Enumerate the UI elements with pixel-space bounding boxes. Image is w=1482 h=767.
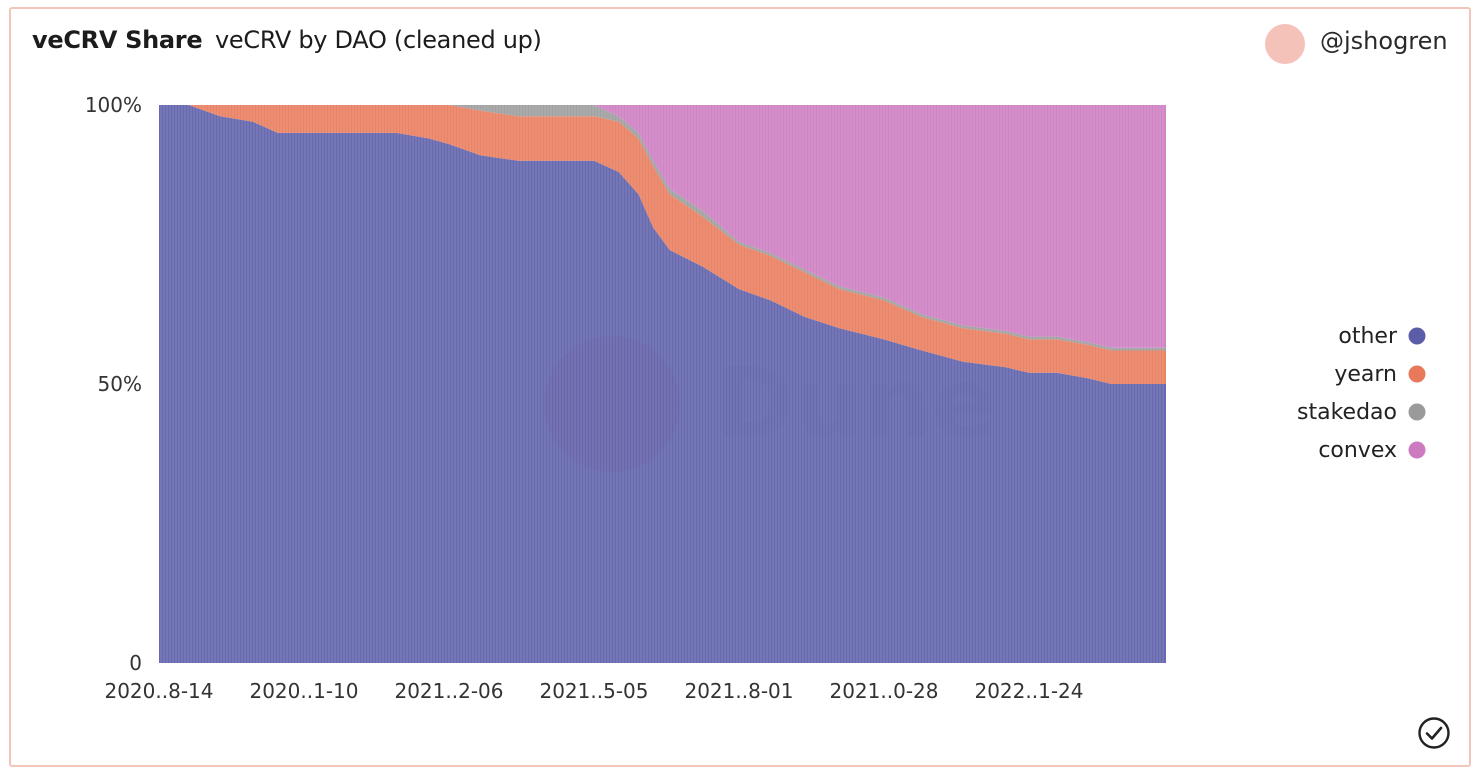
bar-separators: [160, 105, 1164, 663]
legend-swatch-stakedao[interactable]: [1408, 403, 1426, 421]
legend-label-stakedao: stakedao: [1297, 400, 1397, 425]
author-username[interactable]: @jshogren: [1320, 27, 1448, 55]
chart-areas: [159, 105, 1166, 663]
chart-title: veCRV by DAO (cleaned up): [215, 26, 542, 54]
x-tick-label: 2021..2-06: [394, 679, 503, 703]
check-circle-icon[interactable]: [1417, 716, 1451, 750]
y-axis: 0 50% 100%: [85, 93, 142, 675]
x-axis: 2020..8-14 2020..1-10 2021..2-06 2021..5-05…: [104, 679, 1083, 703]
legend-swatch-yearn[interactable]: [1408, 365, 1426, 383]
series-area-yearn[interactable]: [159, 105, 1166, 384]
x-tick-label: 2022..1-24: [974, 679, 1083, 703]
legend-label-other: other: [1338, 324, 1398, 349]
stacked-area-chart: Dune 050%100% 2020..8-142020..1-102021..…: [85, 93, 1426, 703]
x-tick-label: 2021..8-01: [684, 679, 793, 703]
series-area-convex[interactable]: [159, 105, 1166, 348]
legend-swatch-other[interactable]: [1408, 327, 1426, 345]
avatar[interactable]: [1265, 24, 1305, 64]
y-tick-label: 100%: [85, 93, 142, 117]
bar-texture: [160, 105, 1164, 663]
legend: other yearn stakedao convex: [1297, 324, 1426, 463]
legend-label-convex: convex: [1318, 438, 1397, 463]
x-tick-label: 2021..0-28: [829, 679, 938, 703]
dashboard-title[interactable]: veCRV Share: [32, 26, 203, 54]
y-tick-label: 0: [129, 651, 142, 675]
x-tick-label: 2021..5-05: [539, 679, 648, 703]
legend-label-yearn: yearn: [1334, 362, 1397, 387]
legend-swatch-convex[interactable]: [1408, 441, 1426, 459]
x-tick-label: 2020..1-10: [249, 679, 358, 703]
series-area-other[interactable]: [159, 105, 1166, 663]
y-tick-label: 50%: [98, 372, 142, 396]
x-tick-label: 2020..8-14: [104, 679, 213, 703]
